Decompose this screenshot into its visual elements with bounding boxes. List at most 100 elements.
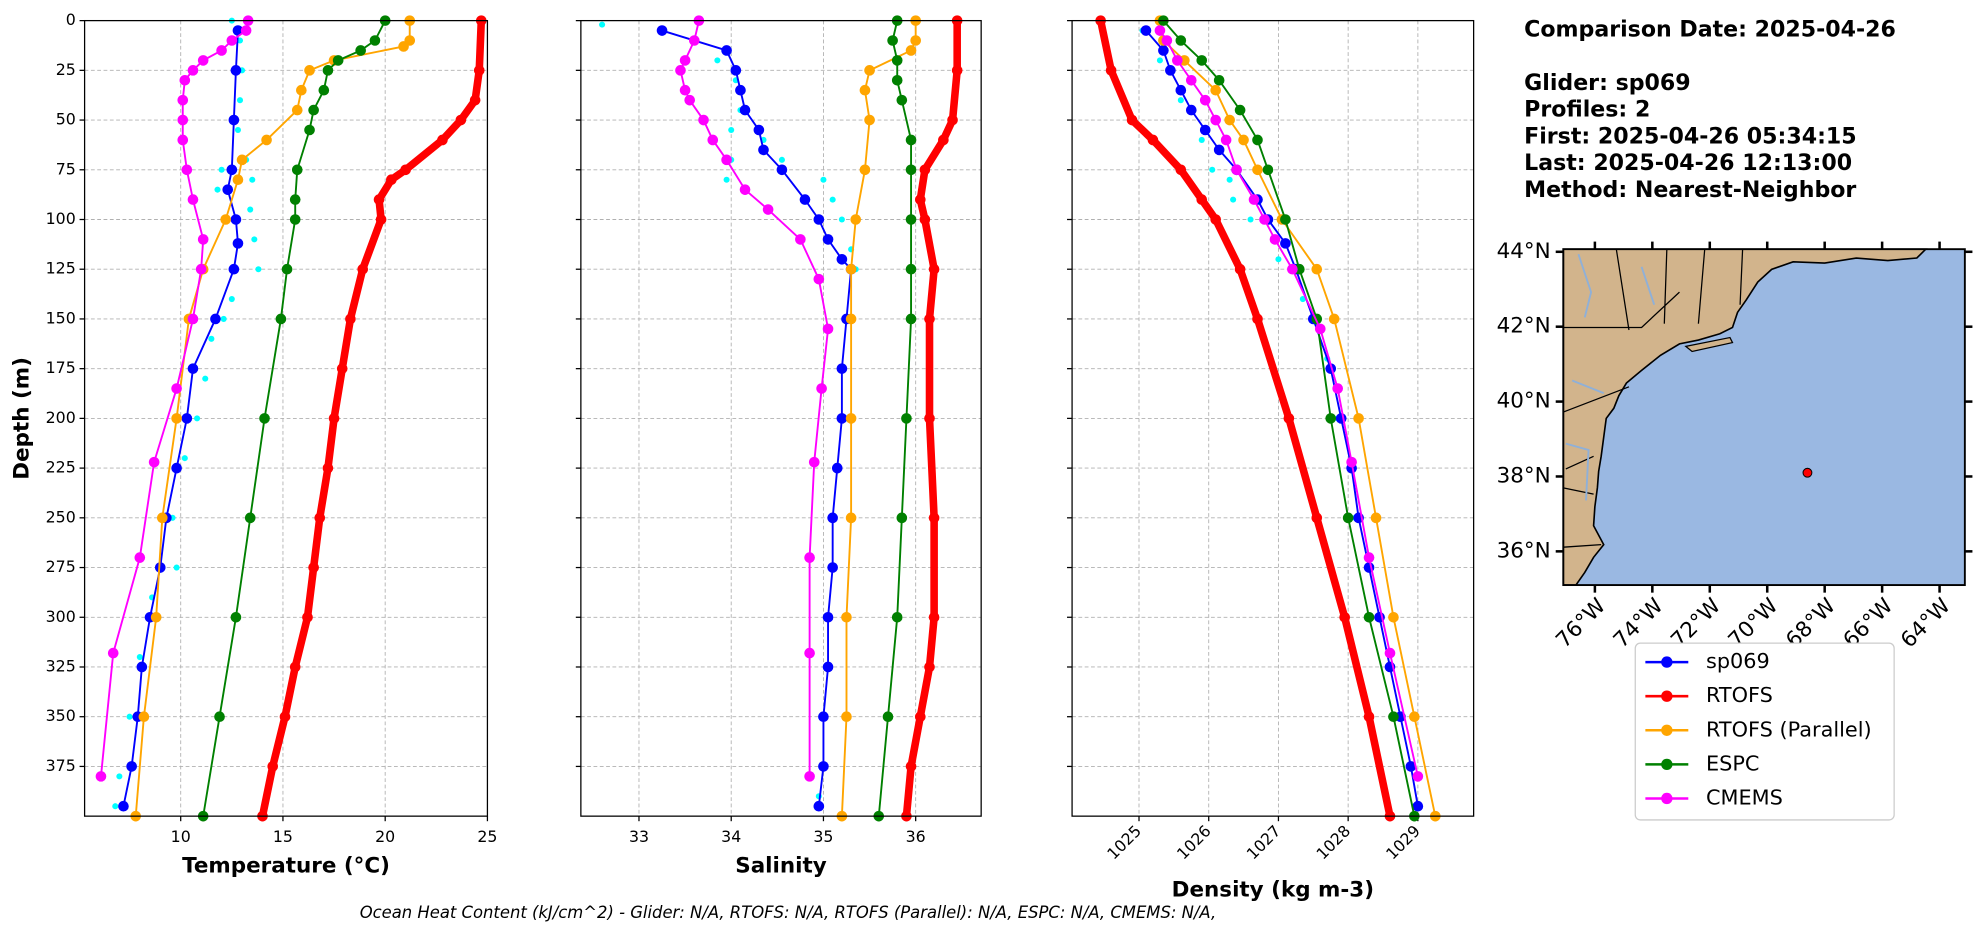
- legend: sp069 RTOFS RTOFS (Parallel) ESPC CMEMS: [1634, 642, 1895, 821]
- info-line: Last: 2025-04-26 12:13:00: [1524, 150, 1852, 176]
- marker: [901, 413, 912, 424]
- borders: [1563, 249, 1744, 548]
- marker: [289, 661, 301, 673]
- marker: [281, 263, 293, 275]
- marker: [896, 512, 908, 524]
- marker: [753, 124, 765, 136]
- marker: [195, 263, 207, 275]
- marker: [864, 114, 875, 126]
- plot-area: [599, 15, 963, 822]
- profile-dot: [249, 176, 256, 183]
- map-y-tick-label: 42°N: [1497, 314, 1551, 339]
- marker: [818, 761, 829, 772]
- x-tick-label: 15: [273, 827, 293, 846]
- marker: [905, 134, 917, 146]
- marker: [919, 164, 931, 176]
- x-tick-label: 20: [375, 827, 395, 846]
- marker: [1105, 65, 1117, 76]
- marker: [1412, 800, 1424, 812]
- marker: [230, 214, 242, 225]
- marker: [735, 84, 746, 96]
- marker: [1231, 164, 1242, 176]
- marker: [1199, 94, 1211, 106]
- marker: [332, 55, 344, 66]
- marker: [171, 462, 182, 474]
- marker: [804, 771, 815, 782]
- marker: [841, 611, 852, 623]
- info-title: Comparison Date: 2025-04-26: [1524, 17, 1896, 43]
- marker: [322, 65, 334, 76]
- y-tick-label: 300: [46, 607, 76, 626]
- marker: [220, 214, 231, 225]
- marker: [679, 55, 691, 66]
- marker: [1220, 134, 1232, 146]
- marker: [398, 41, 409, 52]
- marker: [154, 562, 166, 573]
- profile-dot: [247, 206, 254, 213]
- marker: [905, 214, 917, 225]
- marker: [882, 711, 894, 723]
- marker: [302, 611, 313, 623]
- marker: [896, 94, 908, 106]
- profile-dot: [723, 176, 730, 183]
- y-axis-label: Depth (m): [10, 357, 35, 480]
- marker: [1199, 124, 1211, 136]
- legend-label: sp069: [1706, 649, 1770, 673]
- y-tick-label: 50: [56, 110, 76, 129]
- legend-marker: [1661, 724, 1673, 736]
- x-tick-label: 33: [629, 827, 649, 846]
- profile-dot: [220, 315, 227, 322]
- marker: [177, 134, 189, 146]
- marker: [289, 194, 301, 205]
- profile-dot: [714, 57, 721, 64]
- marker: [171, 383, 182, 394]
- marker: [469, 94, 481, 106]
- marker: [134, 552, 146, 563]
- legend-marker: [1661, 758, 1673, 771]
- marker: [776, 164, 788, 176]
- marker: [698, 114, 709, 126]
- marker: [813, 273, 825, 285]
- profile-dot: [214, 186, 221, 193]
- legend-label: ESPC: [1706, 751, 1759, 775]
- marker: [822, 611, 834, 623]
- info-line: First: 2025-04-26 05:34:15: [1524, 123, 1857, 149]
- marker: [187, 313, 199, 325]
- marker: [1283, 413, 1295, 424]
- marker: [1158, 45, 1169, 56]
- marker: [1140, 25, 1152, 36]
- marker: [355, 45, 366, 56]
- legend-label: RTOFS (Parallel): [1706, 717, 1872, 741]
- marker: [831, 462, 843, 474]
- marker: [296, 84, 307, 96]
- marker: [905, 45, 917, 56]
- marker: [730, 65, 742, 76]
- x-tick-label: 1025: [1103, 821, 1145, 863]
- marker: [232, 25, 244, 36]
- marker: [808, 456, 820, 468]
- marker: [228, 263, 240, 275]
- marker: [1252, 134, 1263, 146]
- marker: [1363, 552, 1375, 563]
- marker: [762, 204, 774, 215]
- marker: [222, 184, 234, 195]
- marker: [1405, 761, 1417, 772]
- profile-dot: [838, 216, 845, 223]
- marker: [1388, 611, 1399, 623]
- marker: [1342, 512, 1354, 524]
- marker: [1259, 214, 1270, 225]
- marker: [1363, 611, 1375, 623]
- info-line: Glider: sp069: [1524, 70, 1690, 96]
- marker: [1248, 194, 1260, 205]
- marker: [179, 74, 191, 86]
- marker: [1287, 263, 1298, 275]
- x-tick-label: 1029: [1382, 821, 1424, 863]
- x-tick-label: 25: [477, 827, 497, 846]
- profile-dot: [1209, 166, 1216, 173]
- profile-dot: [234, 126, 241, 134]
- panel: 1025 1026 1027 1028 1029 Density (kg m-3): [1067, 15, 1475, 903]
- marker: [1370, 512, 1382, 524]
- marker: [1412, 771, 1424, 782]
- plot-area: [95, 15, 487, 822]
- x-tick-label: 1027: [1243, 821, 1285, 863]
